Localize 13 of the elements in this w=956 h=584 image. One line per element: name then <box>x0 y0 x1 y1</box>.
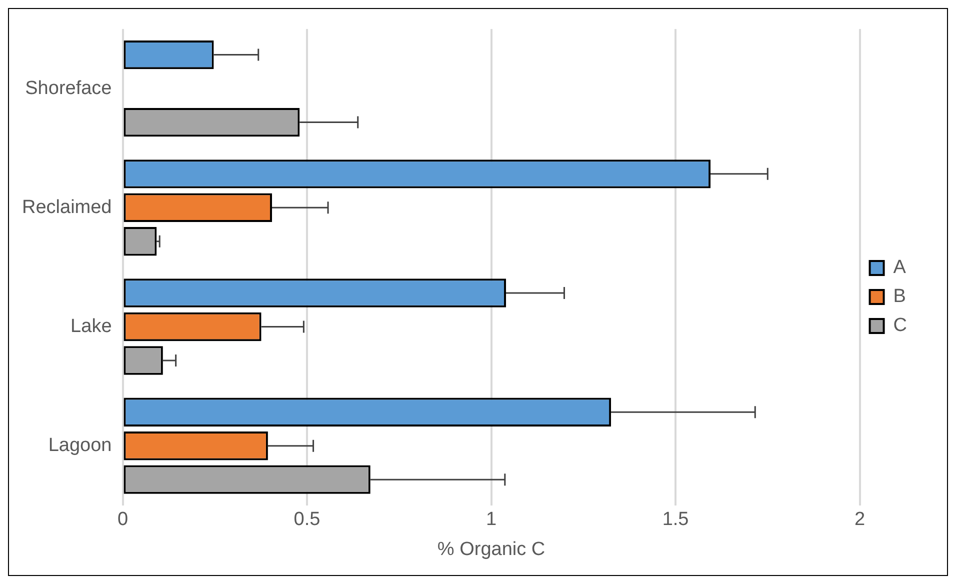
x-tick-label: 1.5 <box>662 509 689 530</box>
x-tick-label: 0 <box>117 509 128 530</box>
legend-label: B <box>893 286 906 308</box>
y-tick-label: Lagoon <box>48 435 112 456</box>
y-tick-label: Shoreface <box>25 78 112 99</box>
x-tick-label: 1 <box>486 509 497 530</box>
x-tick-label: 0.5 <box>294 509 320 530</box>
y-tick-label: Reclaimed <box>22 196 112 218</box>
x-tick-label: 2 <box>854 509 866 530</box>
legend-label: C <box>893 315 908 336</box>
legend-label: A <box>893 257 906 278</box>
y-tick-label: Lake <box>70 316 112 337</box>
x-axis-title: % Organic C <box>437 538 546 560</box>
